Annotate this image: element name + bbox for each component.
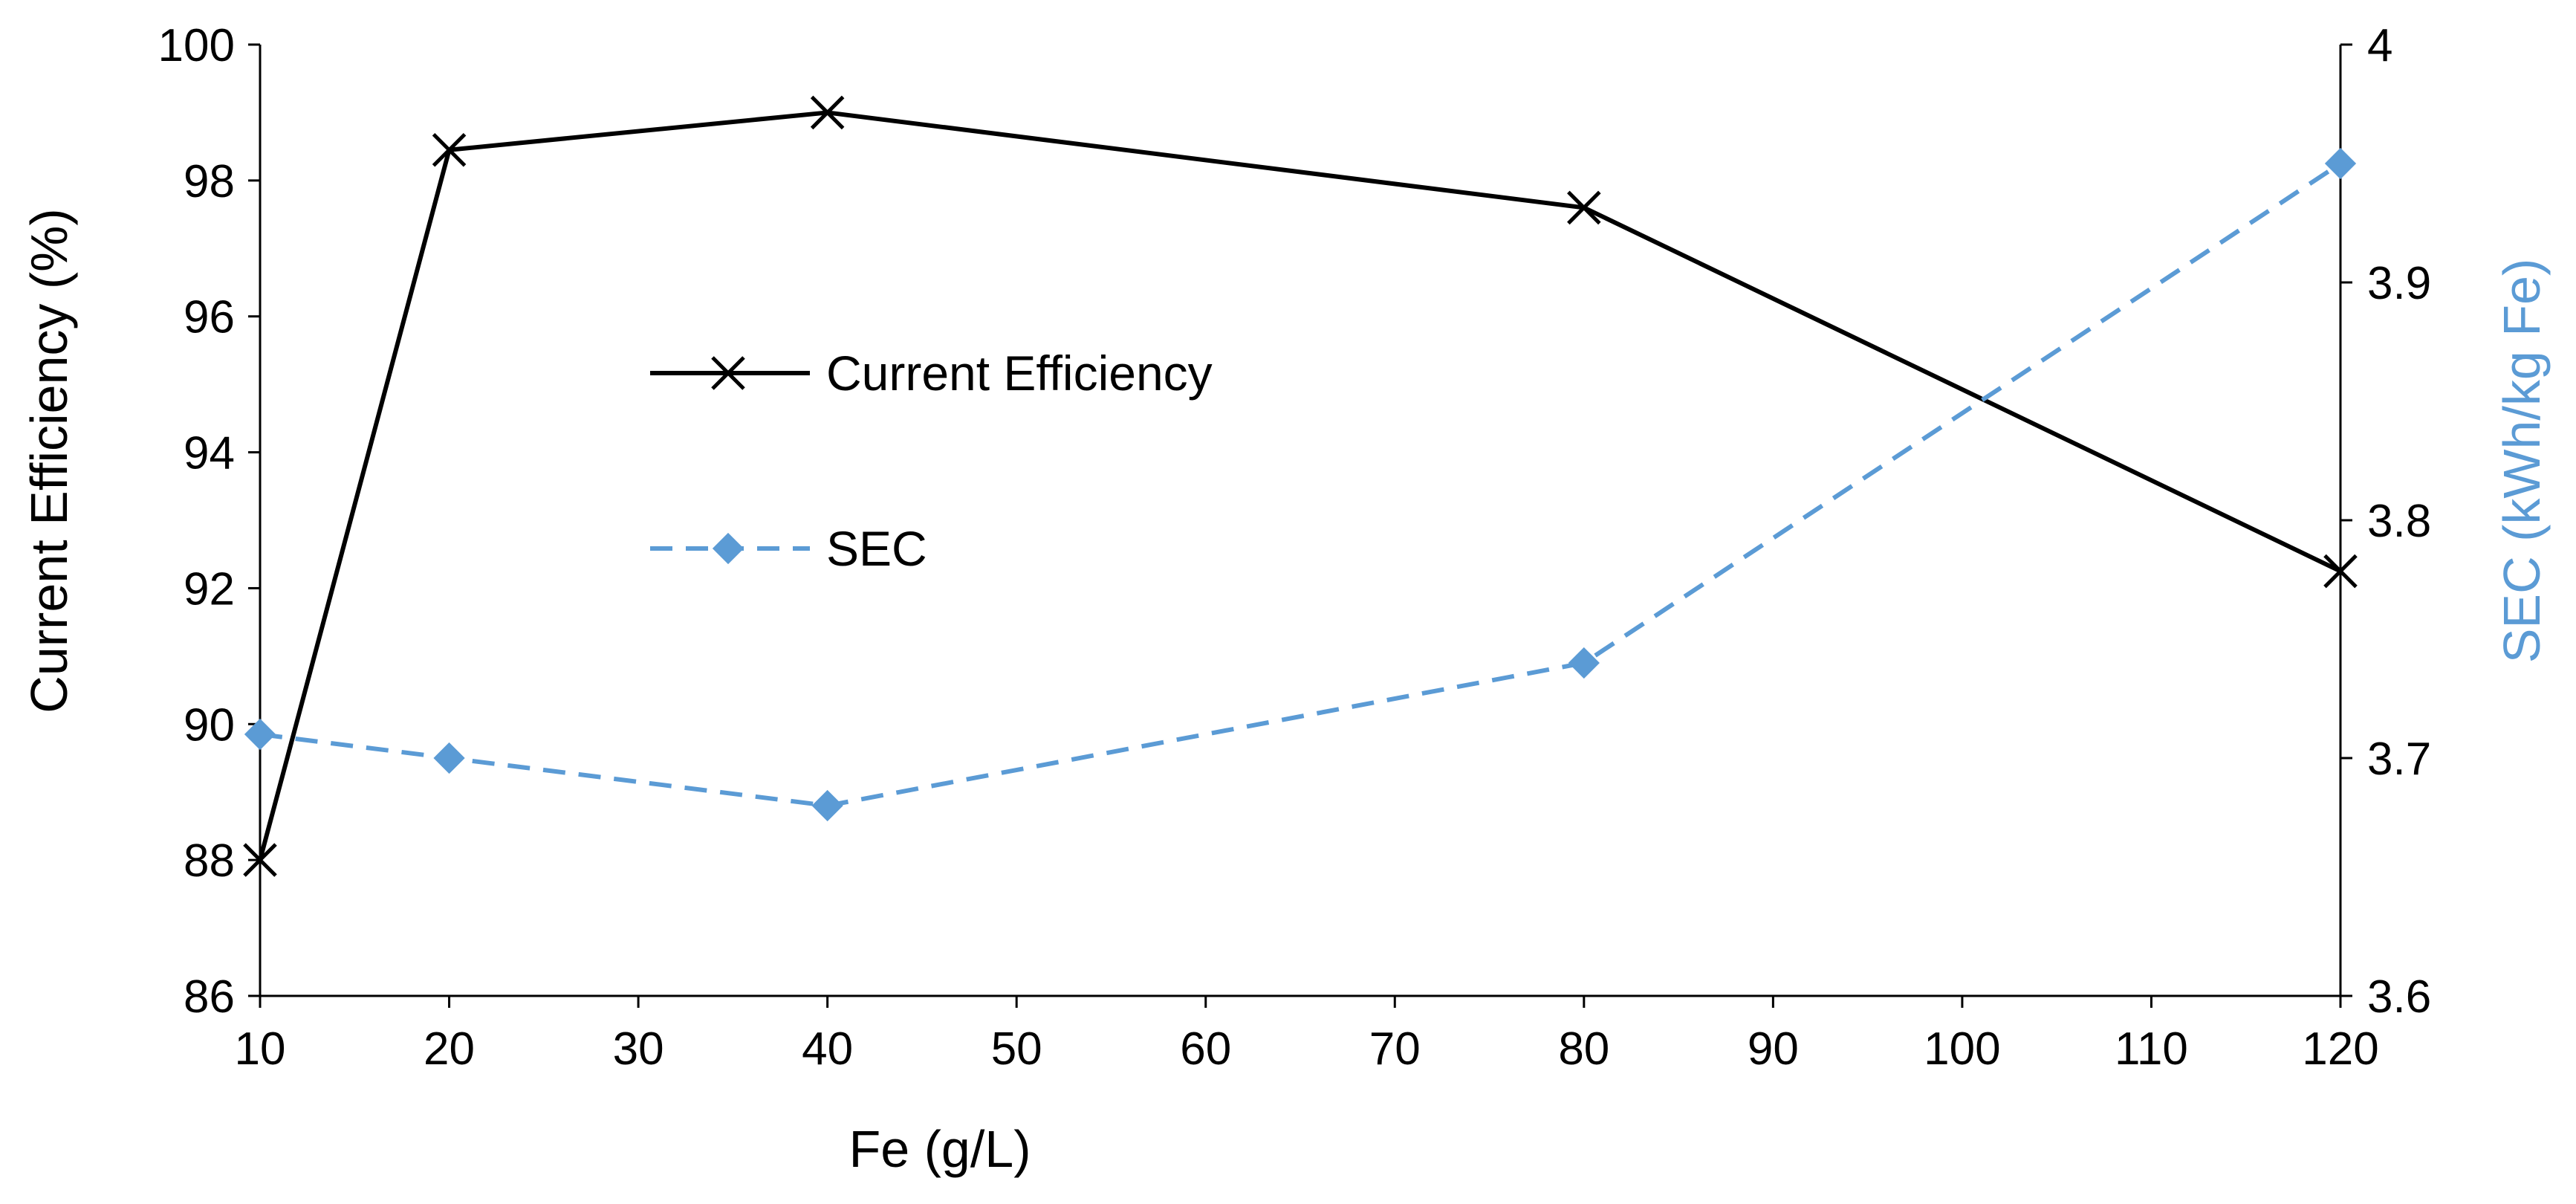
current-efficiency-point xyxy=(1567,190,1601,225)
y-tick-label: 88 xyxy=(184,835,235,887)
y2-tick-label: 3.9 xyxy=(2367,258,2431,309)
x-tick-label: 10 xyxy=(235,1023,286,1075)
legend-swatch-marker xyxy=(712,532,744,565)
x-marker-stroke xyxy=(432,132,467,167)
x-tick-label: 60 xyxy=(1180,1023,1231,1075)
legend-label: Current Efficiency xyxy=(826,346,1213,401)
legend-label: SEC xyxy=(826,521,927,576)
legend: Current Efficiency SEC xyxy=(650,346,1213,576)
x-tick-label: 100 xyxy=(1924,1023,2000,1075)
x-tick-label: 120 xyxy=(2302,1023,2378,1075)
y-tick-label: 92 xyxy=(184,563,235,615)
current-efficiency-point xyxy=(2323,554,2358,589)
axes: 10 20 30 40 50 60 70 80 90 100 110 120 86 88 90 92 94 96 9… xyxy=(158,20,2432,1075)
x-tick-label: 110 xyxy=(2115,1023,2188,1075)
x-axis-title: Fe (g/L) xyxy=(849,1120,1031,1178)
x-tick-label: 20 xyxy=(424,1023,475,1075)
y2-tick-label: 3.7 xyxy=(2367,734,2431,785)
x-marker-stroke xyxy=(1567,190,1601,225)
y-axis-title: Current Efficiency (%) xyxy=(20,208,78,713)
legend-item-sec: SEC xyxy=(650,521,927,576)
y-tick-label: 90 xyxy=(184,699,235,751)
y-tick-label: 86 xyxy=(184,971,235,1023)
series-layer xyxy=(243,95,2358,877)
y2-tick-label: 3.6 xyxy=(2367,971,2431,1023)
sec-point xyxy=(1568,647,1600,679)
y-tick-label: 98 xyxy=(184,156,235,207)
current-efficiency-point xyxy=(810,95,845,130)
x-marker-stroke xyxy=(810,95,845,130)
x-tick-label: 30 xyxy=(613,1023,664,1075)
x-tick-label: 50 xyxy=(991,1023,1042,1075)
sec-point xyxy=(811,789,843,822)
x-marker-stroke xyxy=(711,356,745,390)
y2-tick-label: 4 xyxy=(2367,20,2392,71)
y-tick-label: 100 xyxy=(158,20,235,71)
current-efficiency-point xyxy=(243,843,277,877)
y2-tick-label: 3.8 xyxy=(2367,496,2431,547)
legend-item-current-efficiency: Current Efficiency xyxy=(650,346,1213,401)
y2-axis-title: SEC (kWh/kg Fe) xyxy=(2493,259,2551,664)
sec-point xyxy=(2324,147,2357,180)
x-tick-label: 90 xyxy=(1748,1023,1799,1075)
current-efficiency-series-line xyxy=(258,110,2342,861)
x-tick-label: 40 xyxy=(802,1023,853,1075)
y-tick-label: 94 xyxy=(184,428,235,479)
x-tick-label: 70 xyxy=(1369,1023,1421,1075)
sec-point xyxy=(244,718,276,751)
legend-swatch-marker xyxy=(711,356,745,390)
sec-series-line xyxy=(259,161,2342,808)
x-marker-stroke xyxy=(243,843,277,877)
sec-point xyxy=(433,742,465,774)
y-tick-label: 96 xyxy=(184,292,235,343)
current-efficiency-point xyxy=(432,132,467,167)
x-marker-stroke xyxy=(2323,554,2358,589)
x-tick-label: 80 xyxy=(1558,1023,1609,1075)
